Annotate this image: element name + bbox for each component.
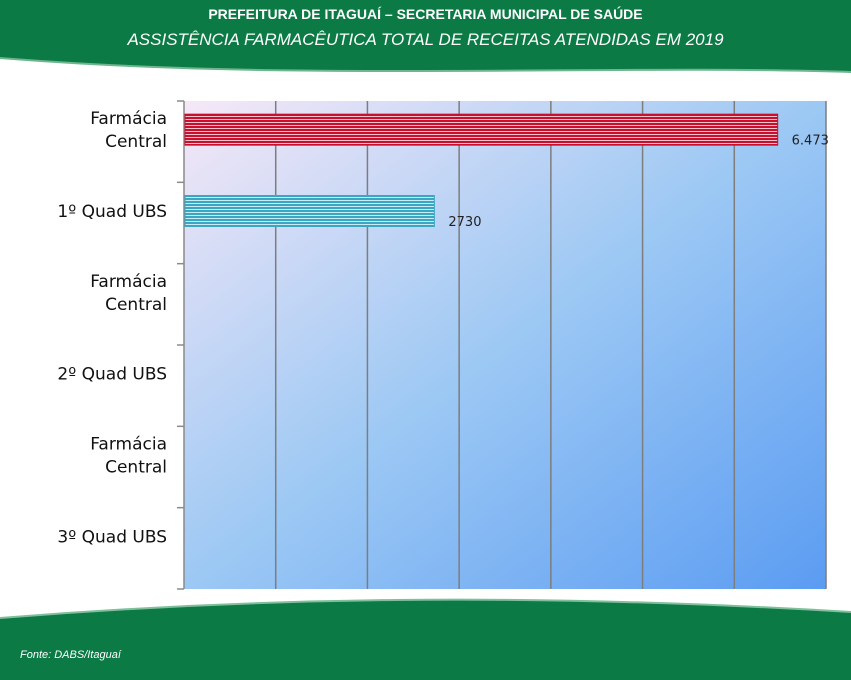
- y-tick-label: Farmácia Central: [90, 435, 167, 478]
- data-label: 6.473: [792, 134, 829, 149]
- bar: [184, 113, 779, 146]
- header-band: [0, 0, 851, 73]
- data-label: 2730: [448, 215, 481, 230]
- y-tick-label: 3º Quad UBS: [57, 527, 167, 547]
- y-tick-label: Farmácia Central: [90, 272, 167, 315]
- bar: [184, 195, 435, 227]
- plot-area: [184, 101, 826, 589]
- y-tick-label: 2º Quad UBS: [57, 365, 167, 385]
- chart-title: ASSISTÊNCIA FARMACÊUTICA TOTAL DE RECEIT…: [127, 30, 724, 49]
- bar-chart: Farmácia Central 1º Quad UBS Farmácia Centra…: [57, 100, 829, 590]
- y-tick-label: Farmácia Central: [90, 109, 167, 152]
- source-note: Fonte: DABS/Itaguaí: [20, 649, 121, 661]
- y-tick-label: 1º Quad UBS: [57, 202, 167, 222]
- footer-band: [0, 598, 851, 680]
- page-title: PREFEITURA DE ITAGUAÍ – SECRETARIA MUNIC…: [208, 6, 643, 22]
